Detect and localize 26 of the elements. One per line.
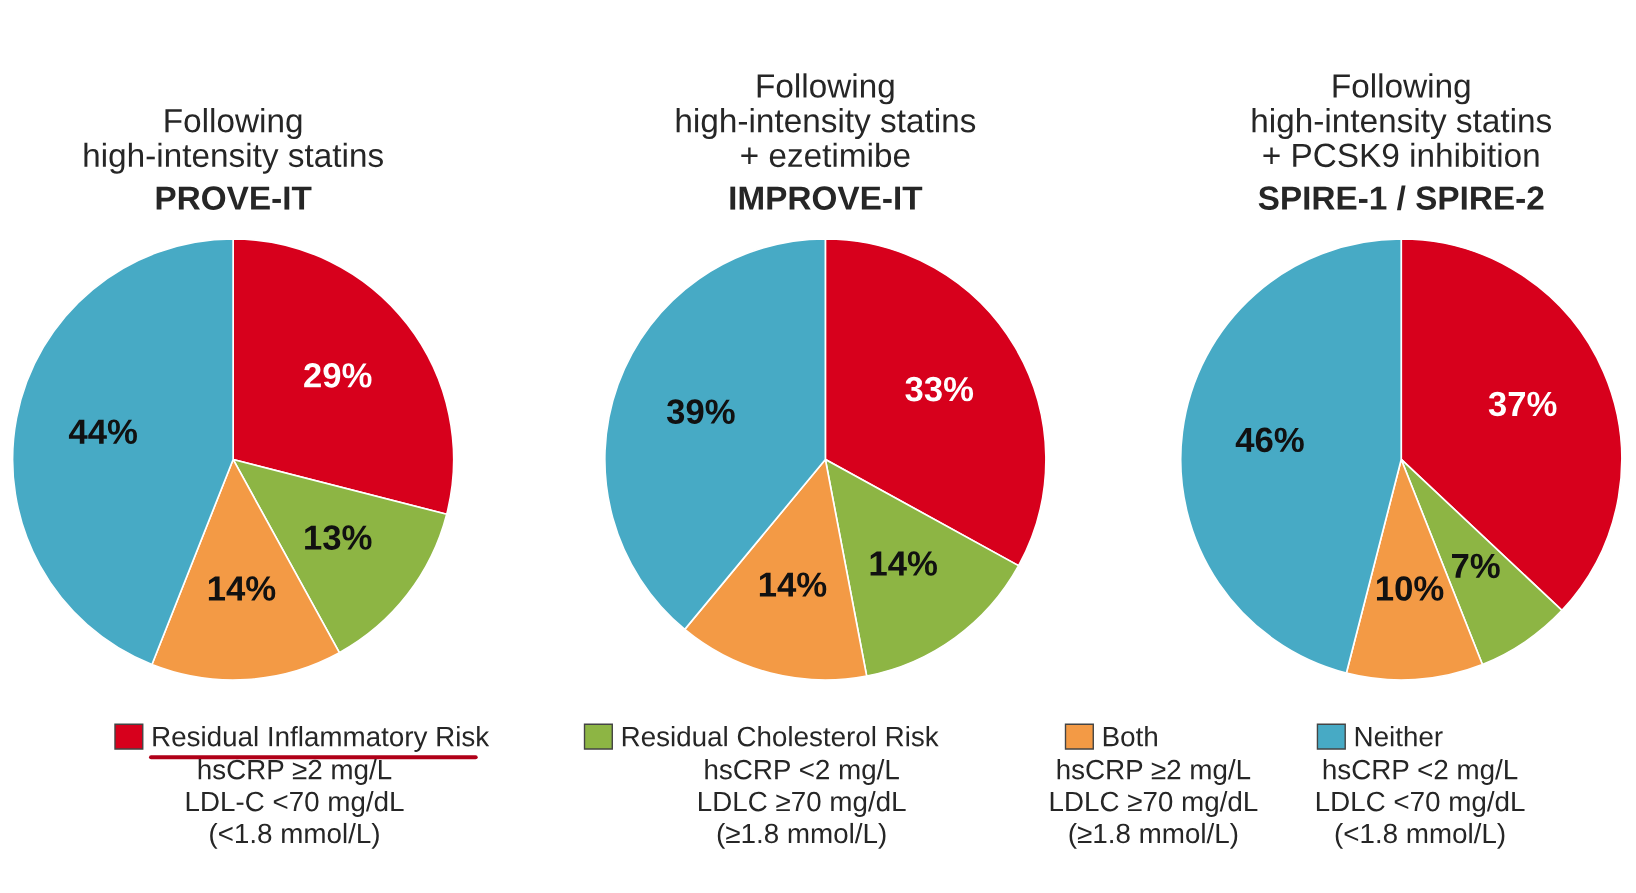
data-label: 14%: [870, 551, 937, 576]
data-label: 33%: [905, 376, 974, 402]
text: hsCRP <2 mg/L LDLC <70 mg/dL (<1.8 mmol/L): [1316, 759, 1525, 849]
text: hsCRP ≥2 mg/L LDL-C <70 mg/dL (<1.8 mmol/L): [186, 759, 404, 849]
data-label: 10%: [1376, 576, 1444, 601]
data-label: 46%: [1235, 427, 1304, 453]
legend-label: Residual Cholesterol Risk: [622, 726, 939, 747]
chart-subtitle: SPIRE-1 / SPIRE-2: [1258, 185, 1544, 211]
data-label: 13%: [305, 525, 372, 550]
data-label: 14%: [759, 572, 827, 597]
data-label: 37%: [1488, 391, 1557, 417]
chart-title: Following high-intensity statins + ezetimibe: [676, 73, 976, 168]
chart-title: Following high-intensity statins + PCSK9 inhibition: [1252, 73, 1552, 168]
text: hsCRP <2 mg/L LDLC ≥70 mg/dL (≥1.8 mmol/L): [699, 759, 906, 849]
data-label: 7%: [1452, 553, 1500, 579]
data-label: 29%: [304, 363, 372, 388]
data-label: 44%: [68, 419, 137, 444]
text: hsCRP ≥2 mg/L LDLC ≥70 mg/dL (≥1.8 mmol/L): [1050, 759, 1258, 849]
legend-label: Residual Inflammatory Risk: [153, 726, 490, 752]
data-label: 14%: [208, 576, 276, 601]
chart-subtitle: IMPROVE-IT: [730, 186, 923, 210]
data-label: 39%: [666, 399, 735, 424]
legend-label: Neither: [1355, 726, 1443, 747]
chart-subtitle: PROVE-IT: [156, 186, 312, 210]
chart-title: Following high-intensity statins: [84, 107, 383, 174]
legend-label: Both: [1103, 726, 1157, 747]
